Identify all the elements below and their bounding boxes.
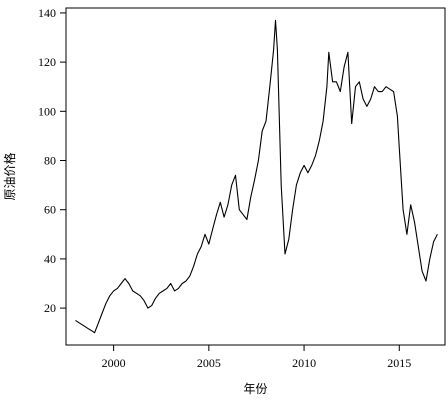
x-axis-label: 年份 [243, 382, 267, 396]
plot-frame [65, 7, 446, 346]
y-tick-label: 120 [38, 55, 56, 69]
price-series-line [75, 19, 438, 334]
y-tick-label: 40 [44, 252, 56, 266]
x-tick-label: 2005 [197, 356, 221, 370]
x-tick-label: 2015 [387, 356, 411, 370]
x-tick-label: 2010 [292, 356, 316, 370]
axes: 2000 2005 2010 2015 20 40 60 80 100 120 140 [38, 6, 446, 370]
y-tick-label: 20 [44, 301, 56, 315]
plot-area [75, 19, 438, 334]
y-tick-label: 100 [38, 104, 56, 118]
y-tick-label: 60 [44, 203, 56, 217]
y-tick-label: 80 [44, 154, 56, 168]
x-tick-label: 2000 [102, 356, 126, 370]
y-tick-label: 140 [38, 6, 56, 20]
y-axis-label: 原油价格 [2, 152, 17, 200]
